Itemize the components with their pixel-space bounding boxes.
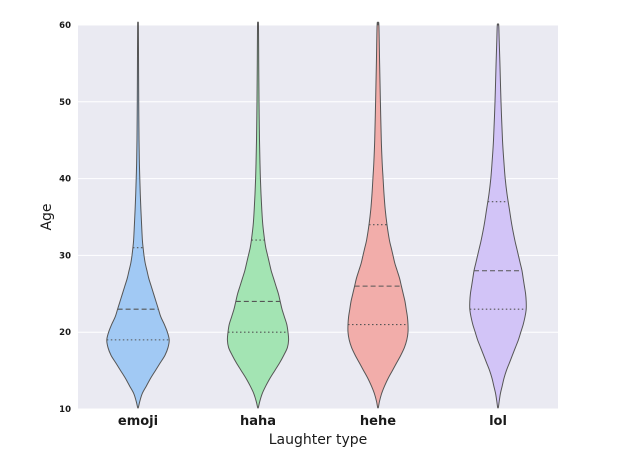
x-axis-label: Laughter type <box>269 432 368 448</box>
violin-body <box>347 21 409 409</box>
violin-lol <box>469 23 527 409</box>
y-tick-label: 20 <box>59 328 71 338</box>
x-tick-labels: emoji haha hehe lol <box>118 414 507 429</box>
x-tick-label: hehe <box>360 414 396 429</box>
violin-body <box>106 21 170 409</box>
violin-body <box>469 23 527 409</box>
y-tick-label: 10 <box>59 405 71 415</box>
violin-hehe <box>347 21 409 409</box>
violins <box>106 21 527 409</box>
x-tick-label: emoji <box>118 414 158 429</box>
y-axis-label: Age <box>39 203 55 230</box>
y-tick-label: 30 <box>59 251 71 261</box>
violin-haha <box>226 21 290 409</box>
y-tick-labels: 10 20 30 40 50 60 <box>59 21 71 415</box>
y-tick-label: 60 <box>59 21 71 31</box>
y-tick-label: 40 <box>59 175 71 185</box>
violin-emoji <box>106 21 170 409</box>
x-tick-label: lol <box>489 414 507 429</box>
x-tick-label: haha <box>240 414 276 429</box>
y-tick-label: 50 <box>59 98 71 108</box>
